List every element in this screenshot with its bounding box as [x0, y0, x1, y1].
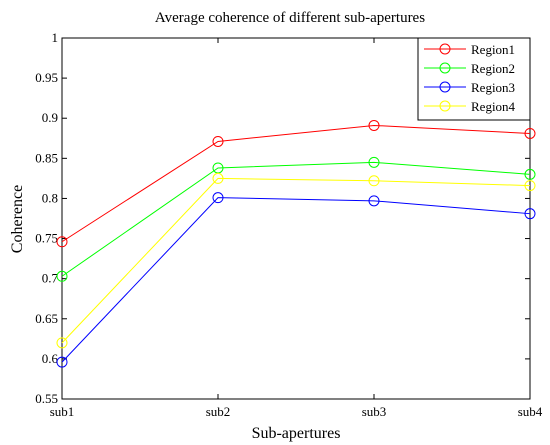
y-axis: 0.55 0.6 0.65 0.7 0.75 0.8 0.85 0.9 0.95 1: [35, 30, 530, 406]
y-tick-label: 0.55: [35, 391, 58, 406]
data-point: [212, 172, 224, 184]
y-tick-label: 1: [52, 30, 59, 45]
y-tick-label: 0.9: [42, 110, 58, 125]
legend-label: Region3: [471, 80, 515, 95]
y-tick-label: 0.8: [42, 190, 58, 205]
y-tick-label: 0.7: [42, 271, 59, 286]
x-tick-label: sub2: [206, 404, 231, 419]
data-point: [56, 337, 68, 349]
legend-label: Region2: [471, 61, 515, 76]
data-point: [212, 135, 224, 147]
legend-label: Region4: [471, 99, 516, 114]
x-axis: sub1 sub2 sub3 sub4: [50, 38, 543, 419]
data-point: [56, 356, 68, 368]
y-tick-label: 0.65: [35, 311, 58, 326]
y-axis-label: Coherence: [9, 185, 26, 253]
y-tick-label: 0.75: [35, 231, 58, 246]
series-line-3: [61, 197, 531, 363]
data-point: [524, 168, 536, 180]
x-tick-label: sub4: [518, 404, 543, 419]
data-point: [524, 180, 536, 192]
legend-label: Region1: [471, 42, 515, 57]
data-point: [368, 119, 380, 131]
series-line-1: [61, 124, 531, 243]
series-line-4: [61, 177, 531, 344]
x-tick-label: sub3: [362, 404, 387, 419]
data-point: [56, 236, 68, 248]
data-point: [368, 175, 380, 187]
y-tick-label: 0.85: [35, 150, 58, 165]
chart-title: Average coherence of different sub-apert…: [155, 10, 425, 26]
legend-marker: [439, 81, 451, 93]
data-point: [524, 208, 536, 220]
series-layer: [56, 119, 536, 368]
legend-marker: [439, 43, 451, 55]
legend: Region1 Region2 Region3 Region4: [417, 37, 531, 121]
data-point: [368, 156, 380, 168]
x-axis-label: Sub-apertures: [252, 425, 341, 442]
series-line-2: [61, 161, 531, 277]
y-tick-label: 0.6: [42, 351, 59, 366]
data-point: [56, 270, 68, 282]
legend-marker: [439, 62, 451, 74]
data-point: [368, 195, 380, 207]
y-tick-label: 0.95: [35, 70, 58, 85]
x-tick-label: sub1: [50, 404, 75, 419]
data-point: [524, 127, 536, 139]
legend-marker: [439, 100, 451, 112]
data-point: [212, 192, 224, 204]
